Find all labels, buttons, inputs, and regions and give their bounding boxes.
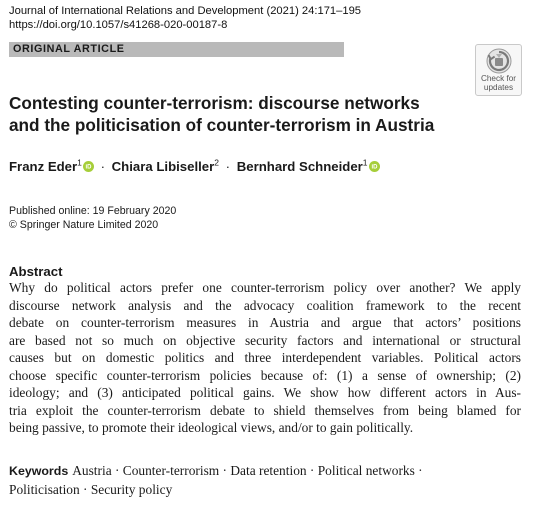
abstract-line: are based not so much on objective secur…	[9, 332, 521, 348]
abstract-line: tria exploit the counter-terrorism debat…	[9, 402, 521, 418]
author-name[interactable]: Bernhard Schneider	[236, 159, 363, 174]
abstract-line: being passive, to promote their ideologi…	[9, 420, 414, 435]
affiliation-marker: 1	[77, 157, 82, 168]
abstract-line: causes but on domestic politics and thre…	[9, 350, 521, 365]
journal-citation: Journal of International Relations and D…	[9, 5, 362, 17]
copyright-notice: © Springer Nature Limited 2020	[9, 219, 159, 231]
article-type-bar: ORIGINAL ARTICLE	[9, 42, 344, 57]
article-title: Contesting counter-terrorism: discourse …	[9, 92, 469, 136]
keywords-section: Keywords Austria · Counter-terrorism · Da…	[9, 462, 521, 498]
keywords-label: Keywords	[9, 464, 69, 478]
article-type-label: ORIGINAL ARTICLE	[13, 43, 125, 55]
svg-text:iD: iD	[371, 165, 378, 171]
title-line: and the politicisation of counter-terror…	[9, 115, 435, 135]
title-line: Contesting counter-terrorism: discourse …	[9, 93, 420, 113]
check-for-updates-icon	[486, 48, 512, 74]
author-separator: ·	[225, 159, 231, 174]
keywords-list: Austria · Counter-terrorism · Data reten…	[72, 463, 423, 478]
affiliation-marker: 2	[214, 157, 219, 168]
abstract-line: discourse network analysis and the advoc…	[9, 297, 521, 313]
abstract-heading: Abstract	[9, 264, 63, 279]
check-for-updates-badge[interactable]: Check for updates	[475, 44, 522, 96]
author-name[interactable]: Chiara Libiseller	[111, 159, 215, 174]
doi-link[interactable]: https://doi.org/10.1057/s41268-020-00187…	[9, 19, 228, 31]
publication-info: Published online: 19 February 2020 © Spr…	[9, 204, 176, 232]
published-date: Published online: 19 February 2020	[9, 205, 177, 217]
orcid-icon[interactable]: iD	[368, 161, 380, 172]
author-separator: ·	[100, 159, 105, 174]
author-list: Franz Eder1 iD · Chiara Libiseller2 · Ber…	[9, 158, 380, 176]
affiliation-marker: 1	[362, 157, 368, 168]
abstract-line: debate on counter-terrorism measures in …	[9, 315, 521, 330]
abstract-line: Why do political actors prefer one count…	[9, 280, 521, 295]
abstract-line: choose specific counter-terrorism polici…	[9, 367, 521, 383]
svg-text:iD: iD	[85, 165, 92, 171]
abstract-text: Why do political actors prefer one count…	[9, 279, 521, 437]
author-name[interactable]: Franz Eder	[9, 159, 78, 174]
keywords-line: Politicisation · Security policy	[9, 481, 173, 497]
orcid-icon[interactable]: iD	[82, 161, 94, 172]
check-for-updates-text: Check for updates	[480, 74, 517, 92]
abstract-line: ideology; and (3) anticipated political …	[9, 385, 521, 400]
keywords-line: Keywords Austria · Counter-terrorism · Da…	[9, 462, 521, 481]
